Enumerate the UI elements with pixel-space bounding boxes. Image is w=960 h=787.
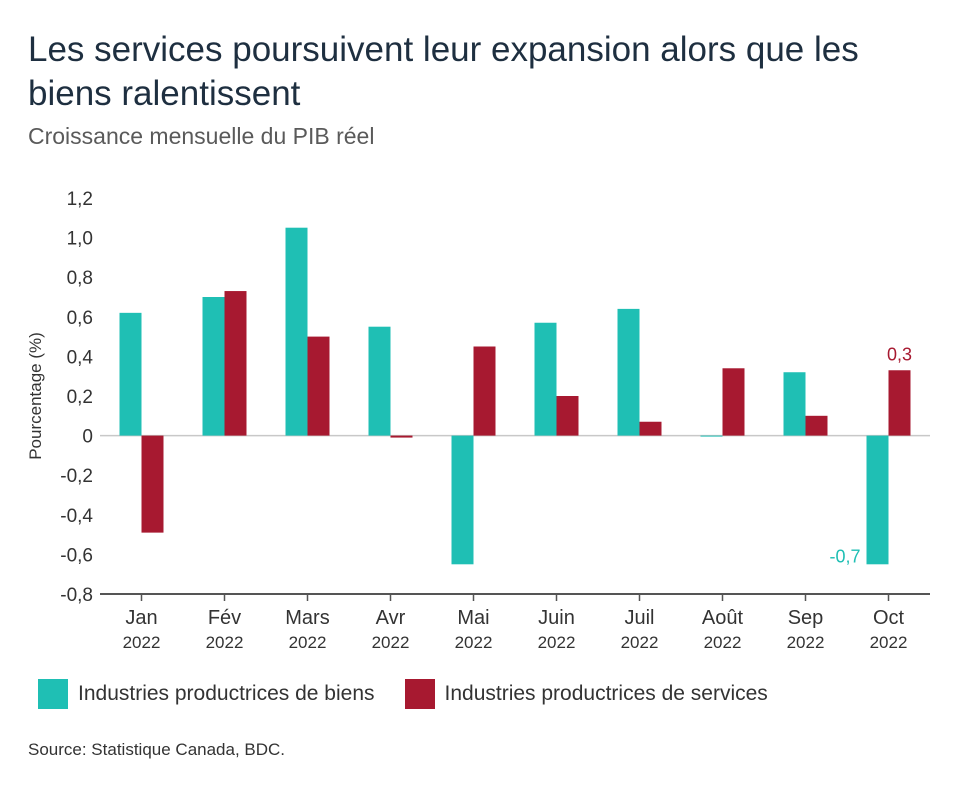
- bar-services-mai: [473, 346, 496, 436]
- y-tick-label: 0: [82, 427, 93, 448]
- x-tick-year: 2022: [787, 633, 825, 652]
- x-tick-year: 2022: [206, 633, 244, 652]
- bar-services-juil: [639, 421, 662, 436]
- bar-services-oct: [888, 370, 911, 436]
- x-tick-year: 2022: [704, 633, 742, 652]
- x-tick-label: Sep: [788, 607, 824, 629]
- x-tick-year: 2022: [123, 633, 161, 652]
- x-tick-label: Mai: [457, 607, 489, 629]
- legend-swatch-services: [404, 679, 435, 709]
- x-tick-year: 2022: [372, 633, 410, 652]
- x-tick-label: Mars: [285, 607, 329, 629]
- y-tick-label: 0,4: [67, 347, 94, 368]
- y-tick-label: -0,8: [60, 585, 93, 606]
- legend-item-goods: Industries productrices de biens: [38, 679, 375, 709]
- bar-goods-sep: [783, 372, 806, 436]
- x-tick-label: Juin: [538, 607, 575, 629]
- legend-swatch-goods: [38, 679, 68, 709]
- x-tick-label: Fév: [208, 607, 241, 629]
- x-tick-year: 2022: [289, 633, 327, 652]
- data-label-services-oct: 0,3: [887, 344, 912, 364]
- bar-services-fev: [224, 291, 247, 436]
- bar-services-aout: [722, 368, 745, 436]
- bar-goods-juil: [617, 308, 640, 436]
- y-tick-label: 0,2: [67, 387, 93, 408]
- x-tick-label: Juil: [624, 607, 654, 629]
- legend-item-services: Industries productrices de services: [404, 679, 768, 709]
- bar-services-jan: [141, 435, 164, 533]
- x-tick-label: Jan: [125, 607, 157, 629]
- x-tick-year: 2022: [870, 633, 908, 652]
- y-tick-label: 0,6: [67, 308, 93, 329]
- y-tick-label: -0,6: [60, 545, 93, 566]
- x-tick-label: Avr: [376, 607, 406, 629]
- bar-services-mars: [307, 336, 330, 436]
- x-tick-year: 2022: [621, 633, 659, 652]
- bar-goods-juin: [534, 322, 557, 436]
- bar-services-avr: [390, 435, 413, 438]
- bar-services-sep: [805, 415, 828, 436]
- bar-goods-oct: [866, 435, 889, 565]
- source-note: Source: Statistique Canada, BDC.: [28, 740, 286, 759]
- bar-goods-aout: [700, 435, 723, 437]
- chart-title: Les services poursuivent leur expansion …: [28, 30, 859, 113]
- chart-subtitle: Croissance mensuelle du PIB réel: [28, 123, 375, 149]
- x-tick-label: Oct: [873, 607, 905, 629]
- x-tick-year: 2022: [455, 633, 493, 652]
- x-tick-year: 2022: [538, 633, 576, 652]
- data-label-goods-oct: -0,7: [829, 546, 860, 566]
- bar-goods-jan: [119, 312, 142, 436]
- y-tick-label: 1,2: [67, 189, 93, 210]
- legend: Industries productrices de biens Industr…: [38, 679, 798, 709]
- bar-goods-mars: [285, 227, 308, 436]
- bar-goods-mai: [451, 435, 474, 565]
- bar-goods-avr: [368, 326, 391, 436]
- x-tick-label: Août: [702, 607, 744, 629]
- legend-label-goods: Industries productrices de biens: [78, 682, 375, 705]
- y-axis-title: Pourcentage (%): [26, 332, 45, 460]
- legend-label-services: Industries productrices de services: [444, 682, 768, 705]
- bar-goods-fev: [202, 297, 225, 436]
- y-tick-label: -0,2: [60, 466, 93, 487]
- y-tick-label: -0,4: [60, 506, 93, 527]
- bar-services-juin: [556, 396, 579, 436]
- y-tick-label: 1,0: [67, 229, 93, 250]
- y-tick-label: 0,8: [67, 268, 93, 289]
